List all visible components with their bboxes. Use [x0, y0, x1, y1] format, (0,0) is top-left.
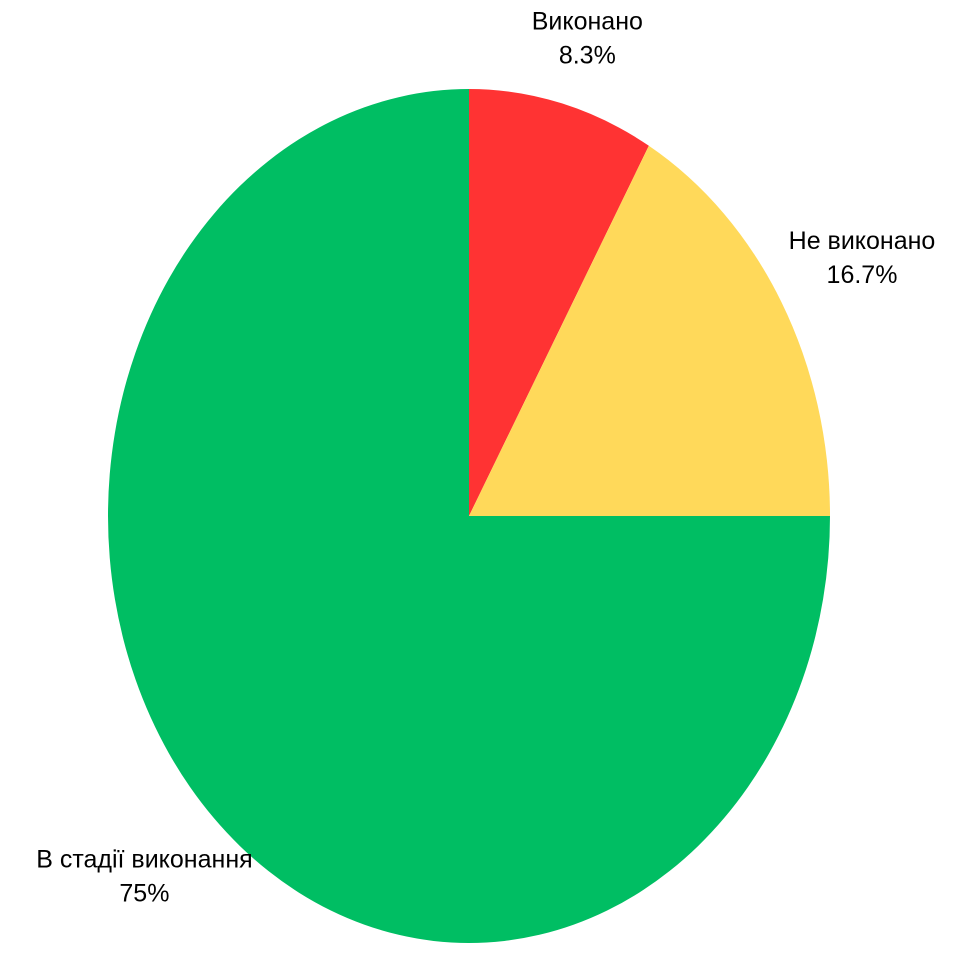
pie-slices — [108, 89, 830, 943]
slice-percent-in-progress: 75% — [119, 880, 169, 908]
slice-label-not-done: Не виконано — [789, 227, 936, 255]
pie-slice-done — [469, 89, 649, 516]
pie-slice-in-progress — [108, 89, 830, 943]
pie-slice-not-done — [469, 145, 830, 516]
slice-label-done: Виконано — [532, 8, 643, 36]
slice-label-in-progress: В стадії виконання — [36, 846, 252, 874]
slice-percent-not-done: 16.7% — [827, 261, 898, 289]
pie-labels: Виконано 8.3% Не виконано 16.7% В стадії вик… — [36, 8, 935, 908]
slice-percent-done: 8.3% — [559, 42, 616, 70]
